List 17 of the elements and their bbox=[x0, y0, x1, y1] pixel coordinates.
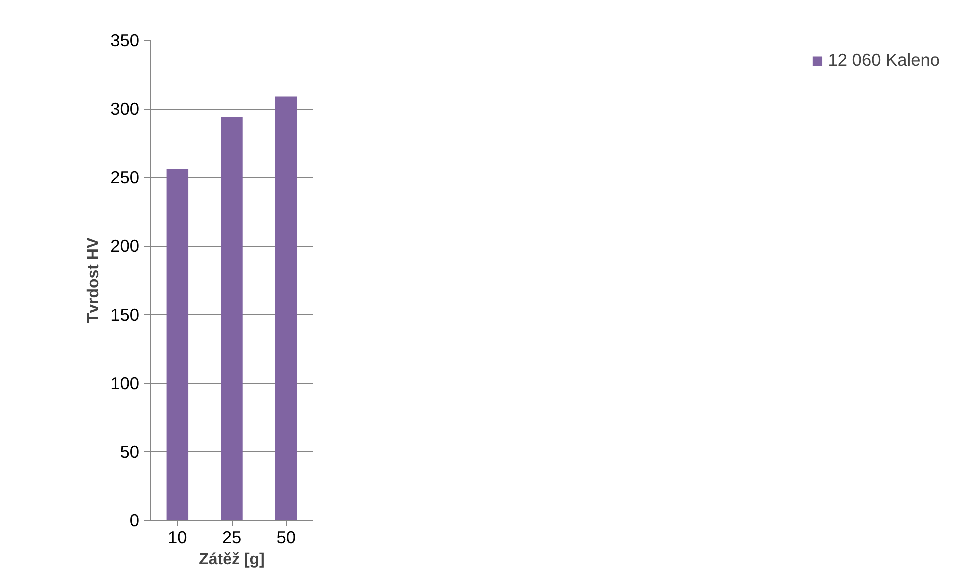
y-tick-label: 300 bbox=[110, 99, 140, 120]
y-tick-label: 150 bbox=[110, 304, 140, 325]
x-tick-label: 10 bbox=[168, 528, 188, 548]
x-axis-title: Zátěž [g] bbox=[199, 552, 265, 568]
y-tick-label: 350 bbox=[110, 30, 140, 50]
legend-label: 12 060 Kaleno bbox=[828, 50, 940, 71]
x-tick-label: 50 bbox=[276, 528, 296, 548]
y-tick-label: 200 bbox=[110, 236, 140, 256]
x-tick-label: 25 bbox=[222, 528, 242, 548]
bar bbox=[275, 96, 298, 520]
y-tick-label: 100 bbox=[110, 373, 140, 394]
bar bbox=[166, 169, 189, 520]
y-tick-label: 0 bbox=[130, 510, 140, 530]
y-tick-label: 250 bbox=[110, 168, 140, 188]
y-axis-title: Tvrdost HV bbox=[86, 238, 103, 324]
bar bbox=[221, 117, 243, 520]
y-tick-label: 50 bbox=[120, 442, 140, 462]
